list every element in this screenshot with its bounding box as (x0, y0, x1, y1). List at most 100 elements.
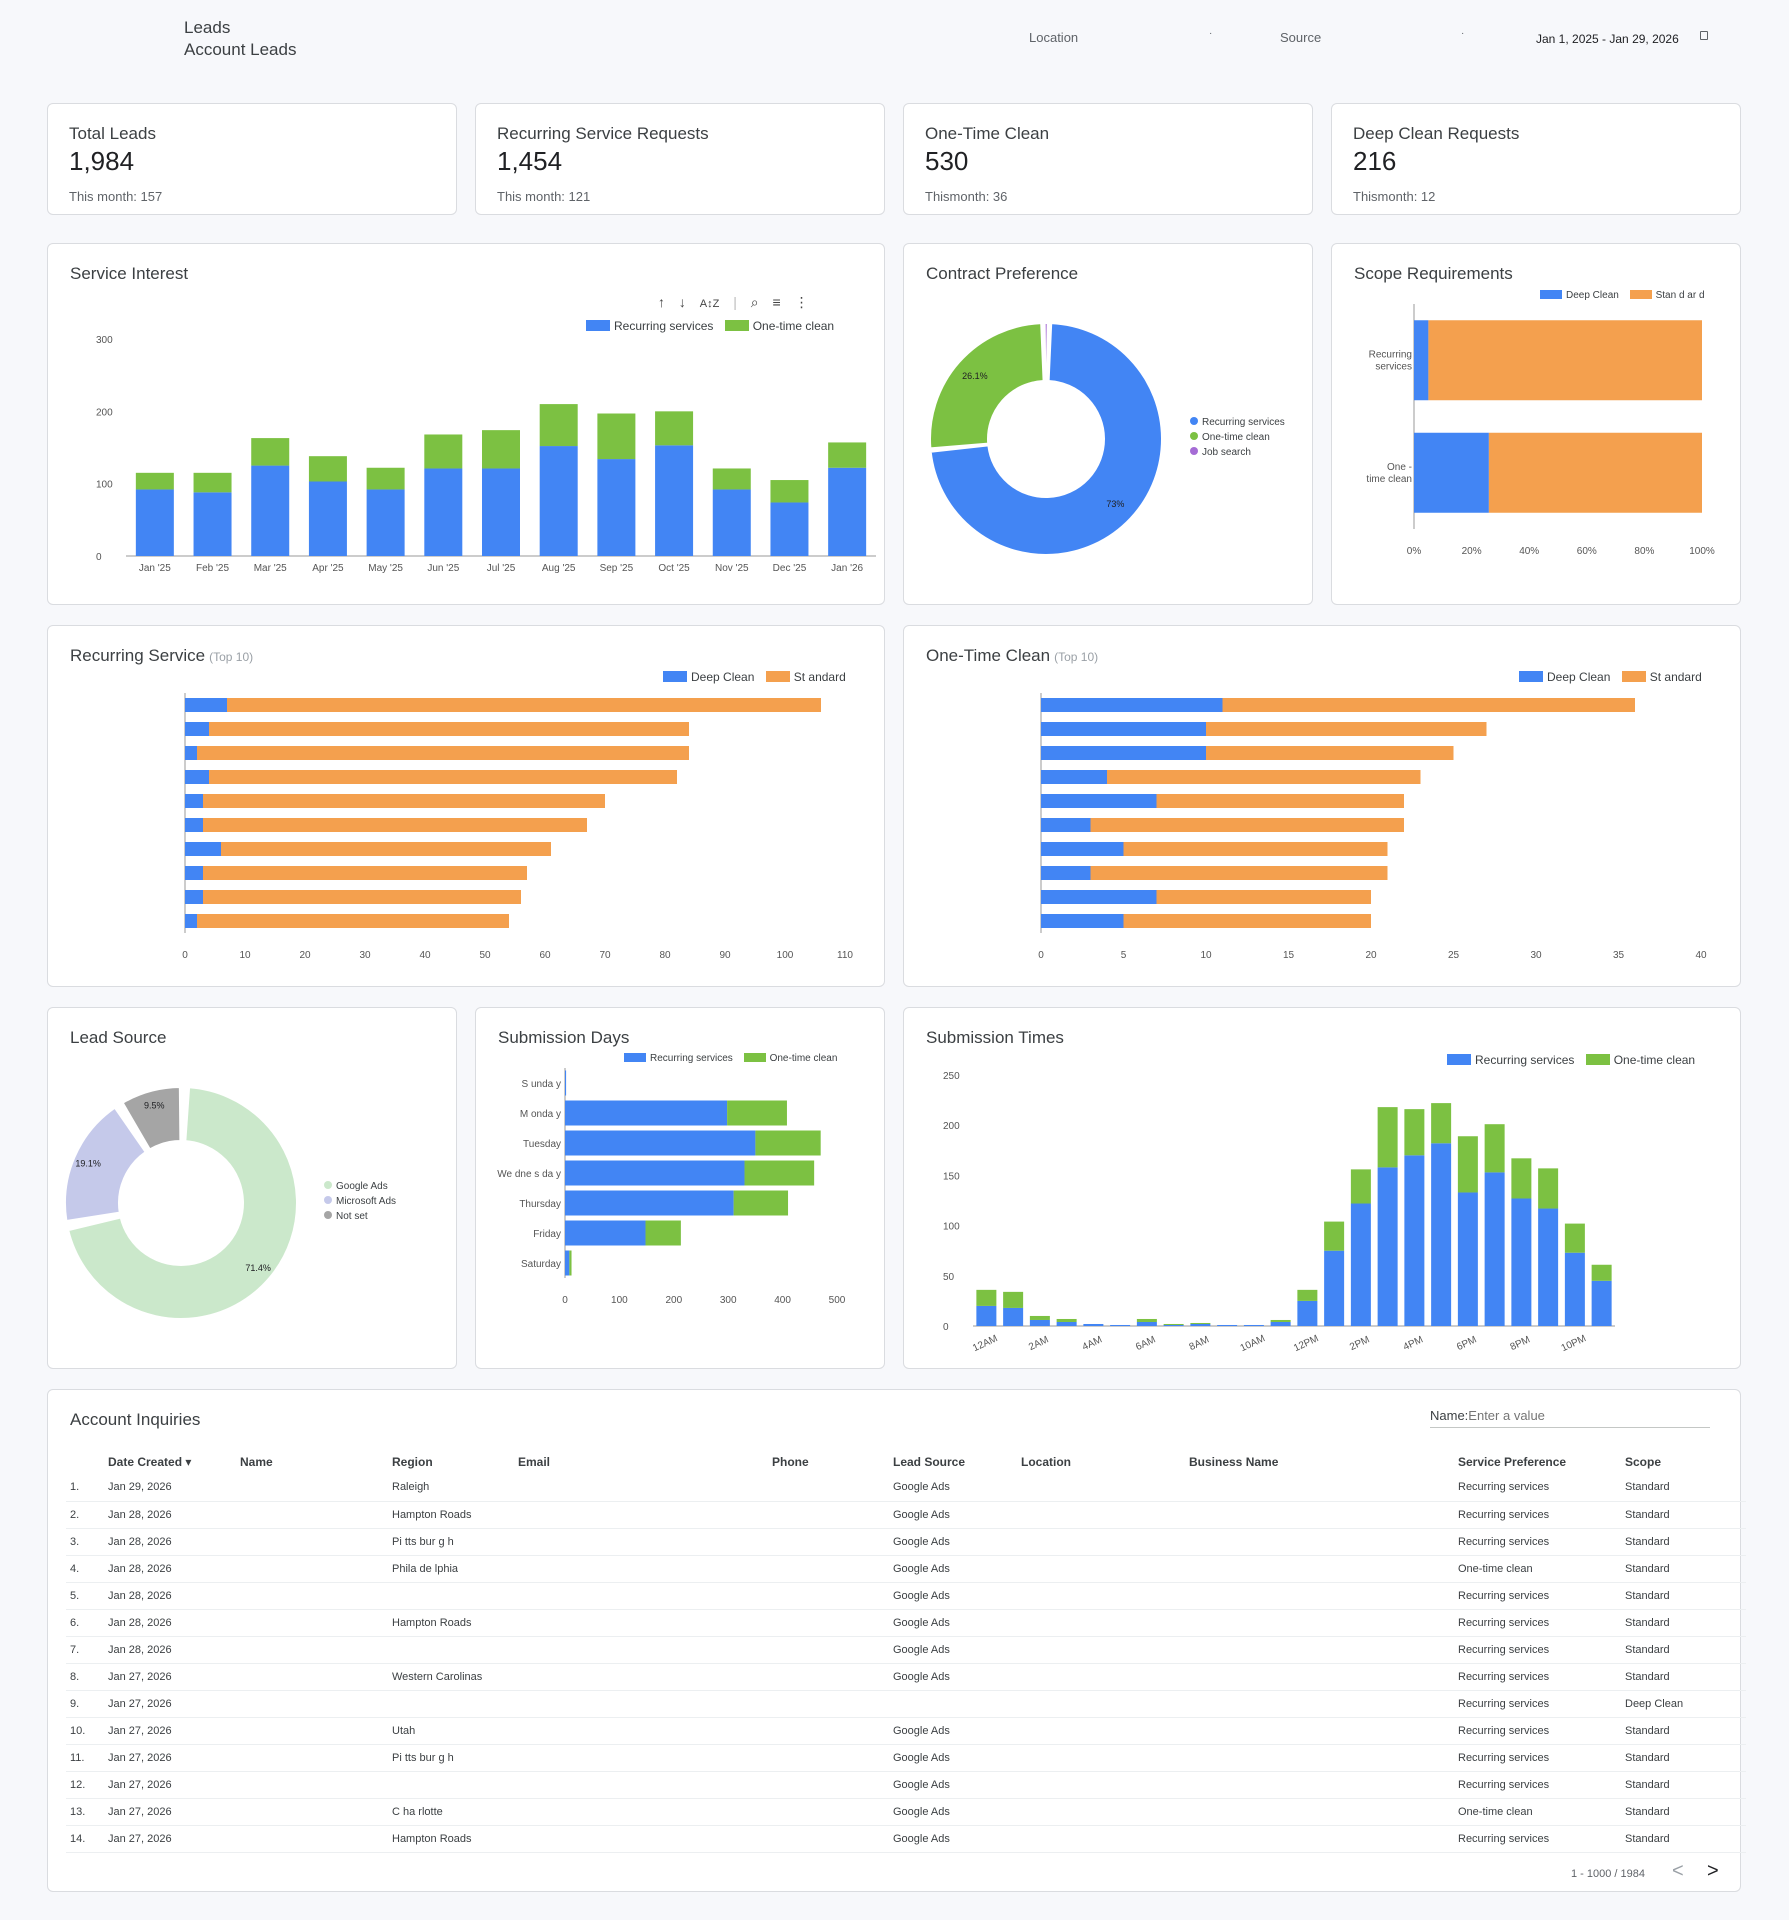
x-tick-label: 4PM (1402, 1334, 1425, 1353)
legend-item: One-time clean (1190, 432, 1285, 443)
one-time-clean-chart[interactable]: 0 5 10 15 20 25 30 35 40 (904, 626, 1740, 986)
date-range-picker[interactable]: Jan 1, 2025 - Jan 29, 2026 (1536, 32, 1679, 46)
column-header[interactable]: Email (518, 1455, 551, 1469)
column-header[interactable]: Phone (772, 1455, 809, 1469)
table-cell (518, 1474, 772, 1502)
next-page-button[interactable]: > (1707, 1860, 1719, 1882)
bar-recurring (1217, 1324, 1238, 1326)
table-row[interactable]: 8. Jan 27, 2026 Western Carolinas Google Ad… (66, 1663, 1746, 1691)
column-header[interactable]: Name (240, 1455, 273, 1469)
table-row[interactable]: 7. Jan 28, 2026 Google Ads Recurring servic… (66, 1636, 1746, 1664)
table-cell (240, 1582, 392, 1610)
table-cell (1189, 1474, 1458, 1502)
table-cell (240, 1798, 392, 1826)
calendar-icon[interactable] (1700, 31, 1708, 40)
table-cell: Jan 28, 2026 (108, 1609, 240, 1637)
x-tick-label: 300 (720, 1295, 737, 1306)
y-tick-label: 0 (943, 1322, 949, 1333)
x-tick-label: 35 (1613, 950, 1625, 961)
table-cell (518, 1717, 772, 1745)
table-row[interactable]: 3. Jan 28, 2026 Pi tts bur g h Google Ads Re… (66, 1528, 1746, 1556)
bar-secondary (197, 914, 509, 928)
table-cell (893, 1690, 1021, 1718)
bar-primary (1414, 432, 1489, 513)
x-tick-label: Oct '25 (658, 563, 690, 574)
donut-slice (67, 1086, 298, 1320)
bar-one-time (1564, 1223, 1585, 1253)
kpi-subtext: This month: 121 (497, 189, 591, 204)
table-cell (772, 1825, 893, 1853)
table-row[interactable]: 1. Jan 29, 2026 Raleigh Google Ads Recurring… (66, 1474, 1746, 1502)
table-row[interactable]: 5. Jan 28, 2026 Google Ads Recurring servic… (66, 1582, 1746, 1610)
bar-primary (185, 698, 227, 712)
table-cell (772, 1528, 893, 1556)
more-icon[interactable]: ⋮ (794, 294, 809, 310)
bar-primary (185, 722, 209, 736)
service-interest-chart[interactable]: 0 100 200 300 Jan '25 Feb '25 Mar '25 Apr '25 Ma… (48, 244, 884, 604)
table-row[interactable]: 4. Jan 28, 2026 Phila de lphia Google Ads On… (66, 1555, 1746, 1583)
column-header[interactable]: Service Preference (1458, 1455, 1567, 1469)
legend-swatch (1585, 1054, 1610, 1065)
table-cell (1021, 1636, 1189, 1664)
column-header[interactable]: Business Name (1189, 1455, 1279, 1469)
column-header[interactable]: Location (1021, 1455, 1071, 1469)
source-filter[interactable]: Source · (1280, 28, 1464, 45)
x-tick-label: Aug '25 (542, 563, 576, 574)
x-tick-label: 2AM (1027, 1334, 1050, 1353)
bar-secondary (209, 770, 677, 784)
table-cell (1021, 1771, 1189, 1799)
recurring-service-chart[interactable]: 0 10 20 30 40 50 60 70 80 90 100 110 (48, 626, 884, 986)
table-row[interactable]: 13. Jan 27, 2026 C ha rlotte Google Ads One-… (66, 1798, 1746, 1826)
table-row[interactable]: 9. Jan 27, 2026 Recurring services Deep Cle… (66, 1690, 1746, 1718)
column-header[interactable]: Region (392, 1455, 433, 1469)
legend-label: One-time clean (769, 1053, 838, 1064)
table-body: 1. Jan 29, 2026 Raleigh Google Ads Recurring… (66, 1474, 1746, 1853)
table-row[interactable]: 11. Jan 27, 2026 Pi tts bur g h Google Ads R… (66, 1744, 1746, 1772)
column-header[interactable]: Date Created ▾ (108, 1455, 192, 1469)
table-cell: Pi tts bur g h (392, 1744, 518, 1772)
chart-title: Contract Preference (926, 264, 1079, 283)
table-cell (1189, 1582, 1458, 1610)
column-header[interactable]: Scope (1625, 1455, 1662, 1469)
table-cell (392, 1690, 518, 1718)
data-label: 19.1% (75, 1158, 101, 1168)
table-row[interactable]: 2. Jan 28, 2026 Hampton Roads Google Ads Rec… (66, 1501, 1746, 1529)
location-filter[interactable]: Location · (1029, 28, 1212, 45)
data-label: 26.1% (962, 371, 988, 381)
submission-times-chart[interactable]: 0 50 100 150 200 250 12AM 2AM 4AM 6AM 8AM 10AM 12PM 2… (904, 1008, 1740, 1368)
lead-source-chart[interactable]: 71.4% 19.1% 9.5% (48, 1008, 456, 1368)
table-cell: 6. (66, 1609, 108, 1637)
table-row[interactable]: 14. Jan 27, 2026 Hampton Roads Google Ads Re… (66, 1825, 1746, 1853)
bar-secondary (203, 890, 521, 904)
donut-slice (121, 1085, 182, 1151)
table-cell: Recurring services (1458, 1501, 1625, 1529)
table-row[interactable]: 12. Jan 27, 2026 Google Ads Recurring servi… (66, 1771, 1746, 1799)
chart-title: Service Interest (70, 264, 189, 283)
legend-dot (1190, 417, 1198, 425)
column-header[interactable]: Lead Source (893, 1455, 966, 1469)
sort-desc-icon[interactable]: ↓ (678, 294, 686, 310)
table-row[interactable]: 6. Jan 28, 2026 Hampton Roads Google Ads Rec… (66, 1609, 1746, 1637)
table-cell: Standard (1625, 1798, 1746, 1826)
sort-alpha-icon[interactable]: A↕Z (699, 298, 720, 310)
bar-recurring (597, 459, 636, 556)
x-tick-label: Sep '25 (600, 563, 634, 574)
table-row[interactable]: 10. Jan 27, 2026 Utah Google Ads Recurring s… (66, 1717, 1746, 1745)
prev-page-button[interactable]: < (1672, 1860, 1684, 1882)
submission-days-chart[interactable]: S unda y M onda y Tuesday We dne s da y Thur… (476, 1008, 884, 1368)
x-tick-label: Jul '25 (487, 563, 516, 574)
category-label: One - (1387, 462, 1412, 473)
table-cell: Recurring services (1458, 1690, 1625, 1718)
table-cell: Standard (1625, 1474, 1746, 1502)
contract-preference-chart[interactable]: 73% 26.1% (904, 244, 1312, 604)
kpi-subtext: Thismonth: 36 (925, 189, 1008, 204)
table-cell (772, 1717, 893, 1745)
zoom-icon[interactable]: ⌕ (750, 294, 759, 310)
filter-icon[interactable]: ≡ (772, 294, 781, 310)
sort-asc-icon[interactable]: ↑ (658, 294, 665, 310)
name-search-input[interactable] (1468, 1408, 1669, 1423)
table-cell (518, 1825, 772, 1853)
category-label: Tuesday (523, 1139, 561, 1150)
table-cell (1189, 1636, 1458, 1664)
